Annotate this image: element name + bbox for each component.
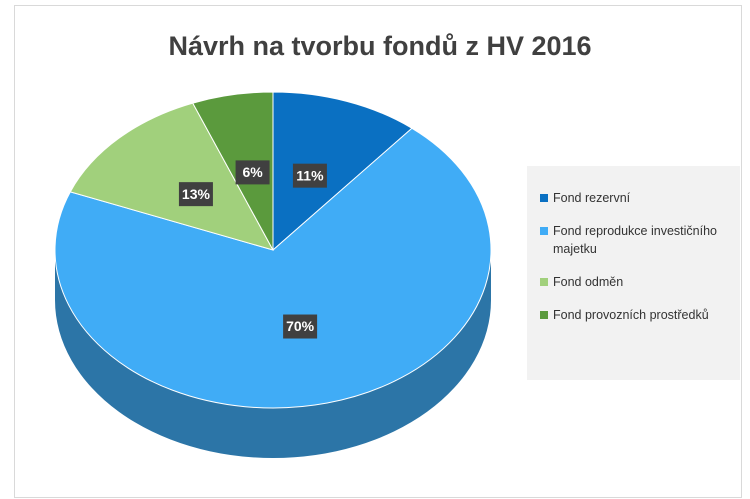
slice xyxy=(192,91,274,251)
legend-label: Fond rezervní xyxy=(553,191,631,205)
pie-sides xyxy=(55,250,491,458)
slice xyxy=(54,127,492,409)
data-label-box xyxy=(178,182,213,207)
data-label: 6% xyxy=(242,164,263,180)
data-label-box xyxy=(283,314,318,339)
legend-label: Fond reprodukce investičního majetku xyxy=(553,224,717,256)
legend: Fond rezervní Fond reprodukce investičníh… xyxy=(527,166,740,380)
slice xyxy=(69,102,275,251)
legend-swatch xyxy=(540,278,548,286)
slice-side xyxy=(55,250,491,458)
legend-item: Fond provozních prostředků xyxy=(540,306,734,324)
legend-swatch xyxy=(540,227,548,235)
chart-border xyxy=(14,5,742,498)
data-label-box xyxy=(292,163,327,188)
legend-swatch xyxy=(540,311,548,319)
chart-title: Návrh na tvorbu fondů z HV 2016 xyxy=(168,31,591,61)
data-label: 70% xyxy=(286,318,315,334)
slice xyxy=(272,91,413,252)
legend-item: Fond reprodukce investičního majetku xyxy=(540,222,734,258)
legend-item: Fond odměn xyxy=(540,273,734,291)
pie: 11% 70% 13% 6% xyxy=(54,91,492,458)
legend-item: Fond rezervní xyxy=(540,189,734,207)
legend-label: Fond provozních prostředků xyxy=(553,308,709,322)
data-label: 11% xyxy=(296,167,324,183)
legend-label: Fond odměn xyxy=(553,275,624,289)
data-label: 13% xyxy=(182,186,211,202)
legend-swatch xyxy=(540,194,548,202)
data-label-box xyxy=(235,160,270,185)
